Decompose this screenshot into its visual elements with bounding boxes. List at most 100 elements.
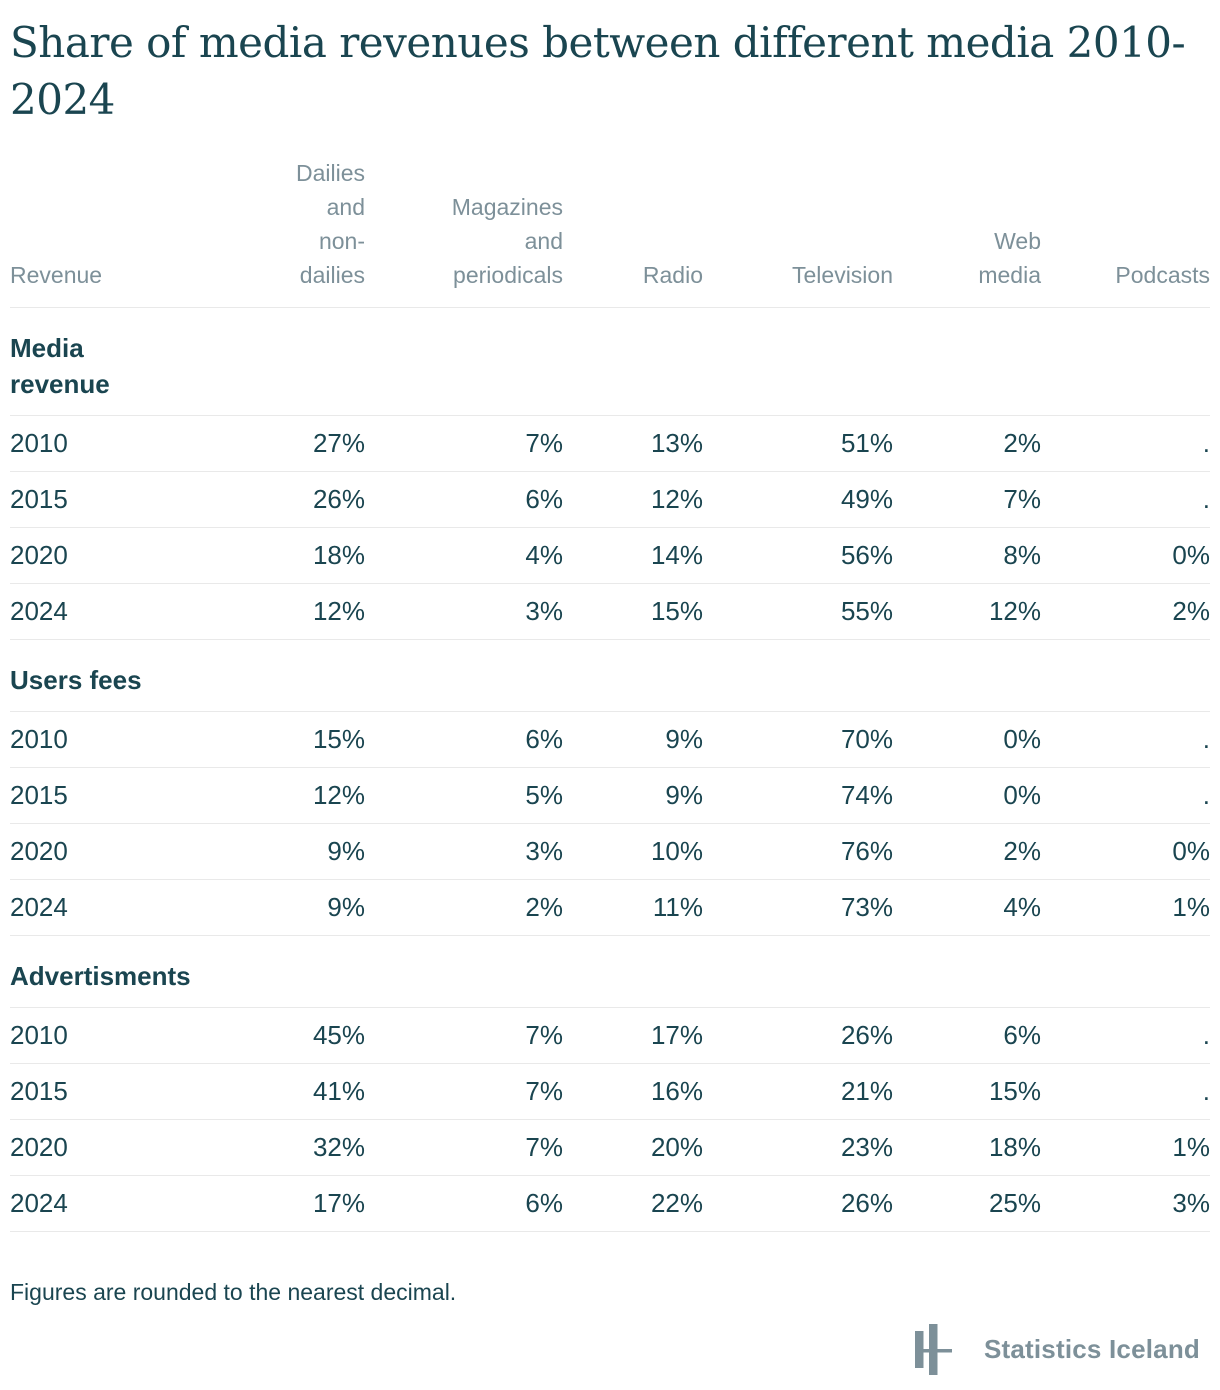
section-row: Users fees xyxy=(10,639,1210,712)
year-cell: 2010 xyxy=(10,711,160,768)
year-cell: 2024 xyxy=(10,879,160,936)
value-cell: 56% xyxy=(703,527,893,584)
value-cell: 70% xyxy=(703,711,893,768)
value-cell: 51% xyxy=(703,415,893,472)
value-cell: 7% xyxy=(365,415,563,472)
year-cell: 2015 xyxy=(10,471,160,528)
table-row: 2010 27% 7% 13% 51% 2%. xyxy=(10,415,1210,472)
column-header-podcasts: Podcasts xyxy=(1041,156,1210,308)
table-row: 2010 15% 6% 9% 70% 0%. xyxy=(10,711,1210,768)
year-cell: 2010 xyxy=(10,415,160,472)
column-header-web-media: Web media xyxy=(893,156,1041,308)
value-cell: 0% xyxy=(1041,823,1210,880)
column-header-revenue: Revenue xyxy=(10,156,160,308)
value-cell: 9% xyxy=(160,879,365,936)
table-row: 2015 41% 7% 16% 21% 15%. xyxy=(10,1063,1210,1120)
value-cell: 17% xyxy=(563,1007,703,1064)
value-cell: 1% xyxy=(1041,1119,1210,1176)
value-cell: 8% xyxy=(893,527,1041,584)
value-cell: 15% xyxy=(893,1063,1041,1120)
year-cell: 2020 xyxy=(10,527,160,584)
year-cell: 2015 xyxy=(10,767,160,824)
value-cell: 12% xyxy=(893,583,1041,640)
brand-name: Statistics Iceland xyxy=(983,1334,1200,1364)
value-cell: . xyxy=(1041,711,1210,768)
value-cell: 15% xyxy=(563,583,703,640)
brand: Statistics Iceland xyxy=(10,1324,1210,1375)
value-cell: 12% xyxy=(160,767,365,824)
value-cell: 1% xyxy=(1041,879,1210,936)
value-cell: 6% xyxy=(365,1175,563,1232)
value-cell: 76% xyxy=(703,823,893,880)
value-cell: 9% xyxy=(563,711,703,768)
year-cell: 2024 xyxy=(10,583,160,640)
value-cell: 9% xyxy=(160,823,365,880)
value-cell: 4% xyxy=(365,527,563,584)
value-cell: 2% xyxy=(893,823,1041,880)
value-cell: 18% xyxy=(893,1119,1041,1176)
footnote: Figures are rounded to the nearest decim… xyxy=(10,1279,457,1305)
value-cell: 0% xyxy=(893,767,1041,824)
value-cell: . xyxy=(1041,471,1210,528)
table-row: 2020 32% 7% 20% 23% 18% 1% xyxy=(10,1119,1210,1176)
value-cell: 12% xyxy=(160,583,365,640)
value-cell: 18% xyxy=(160,527,365,584)
table-row: 2024 17% 6% 22% 26% 25% 3% xyxy=(10,1175,1210,1232)
year-cell: 2020 xyxy=(10,1119,160,1176)
table-body: Media revenue 2010 27% 7% 13% 51% 2%. 2015 26% 6%… xyxy=(10,307,1210,1232)
table-row: 2015 26% 6% 12% 49% 7%. xyxy=(10,471,1210,528)
value-cell: 17% xyxy=(160,1175,365,1232)
value-cell: 6% xyxy=(365,471,563,528)
value-cell: 22% xyxy=(563,1175,703,1232)
value-cell: 45% xyxy=(160,1007,365,1064)
page-title: Share of media revenues between differen… xyxy=(10,18,1186,124)
value-cell: 3% xyxy=(365,823,563,880)
value-cell: 23% xyxy=(703,1119,893,1176)
table-row: 2024 12% 3% 15% 55% 12% 2% xyxy=(10,583,1210,640)
table-row: 2020 9% 3% 10% 76% 2% 0% xyxy=(10,823,1210,880)
value-cell: 9% xyxy=(563,767,703,824)
media-revenues-table: Revenue Dailies and non- dailies Magazin… xyxy=(10,156,1210,1232)
table-row: 2010 45% 7% 17% 26% 6%. xyxy=(10,1007,1210,1064)
value-cell: 27% xyxy=(160,415,365,472)
value-cell: 7% xyxy=(365,1119,563,1176)
value-cell: . xyxy=(1041,767,1210,824)
value-cell: . xyxy=(1041,1063,1210,1120)
value-cell: 14% xyxy=(563,527,703,584)
value-cell: 32% xyxy=(160,1119,365,1176)
value-cell: 20% xyxy=(563,1119,703,1176)
statistics-iceland-logo-icon xyxy=(914,1324,952,1375)
section-label: Media revenue xyxy=(10,307,1210,416)
table-row: 2024 9% 2% 11% 73% 4% 1% xyxy=(10,879,1210,936)
column-header-dailies: Dailies and non- dailies xyxy=(160,156,365,308)
section-row: Media revenue xyxy=(10,307,1210,416)
section-label: Users fees xyxy=(10,639,1210,712)
year-cell: 2024 xyxy=(10,1175,160,1232)
value-cell: 7% xyxy=(365,1063,563,1120)
value-cell: 0% xyxy=(893,711,1041,768)
value-cell: 26% xyxy=(703,1007,893,1064)
value-cell: 3% xyxy=(365,583,563,640)
value-cell: 7% xyxy=(365,1007,563,1064)
value-cell: 49% xyxy=(703,471,893,528)
section-label: Advertisments xyxy=(10,935,1210,1008)
value-cell: 26% xyxy=(703,1175,893,1232)
table-row: 2015 12% 5% 9% 74% 0%. xyxy=(10,767,1210,824)
section-row: Advertisments xyxy=(10,935,1210,1008)
column-header-television: Television xyxy=(703,156,893,308)
value-cell: 6% xyxy=(893,1007,1041,1064)
value-cell: 2% xyxy=(893,415,1041,472)
value-cell: 0% xyxy=(1041,527,1210,584)
value-cell: 7% xyxy=(893,471,1041,528)
value-cell: . xyxy=(1041,415,1210,472)
value-cell: 16% xyxy=(563,1063,703,1120)
year-cell: 2015 xyxy=(10,1063,160,1120)
table-row: 2020 18% 4% 14% 56% 8% 0% xyxy=(10,527,1210,584)
value-cell: 13% xyxy=(563,415,703,472)
value-cell: 73% xyxy=(703,879,893,936)
year-cell: 2020 xyxy=(10,823,160,880)
value-cell: 74% xyxy=(703,767,893,824)
value-cell: 11% xyxy=(563,879,703,936)
value-cell: 3% xyxy=(1041,1175,1210,1232)
